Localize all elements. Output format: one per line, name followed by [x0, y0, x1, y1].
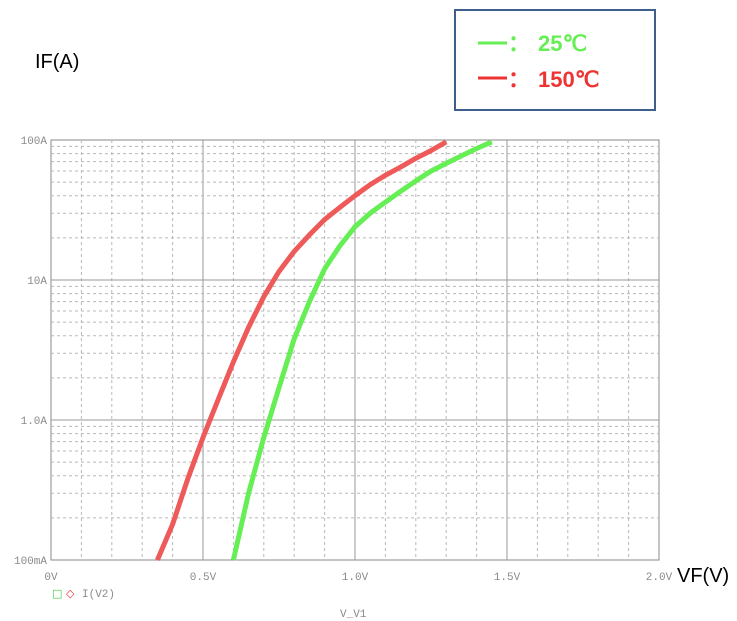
y-axis-label: IF(A) — [35, 51, 79, 73]
y-tick-label: 100A — [21, 136, 48, 148]
x-tick-label: 2.0V — [646, 572, 673, 584]
trace-marker-green: □ — [52, 587, 62, 600]
y-tick-label: 10A — [27, 276, 47, 288]
x-tick-label: 0V — [44, 572, 58, 584]
legend-colon-150c: ： — [508, 67, 530, 92]
y-tick-label: 1.0A — [21, 416, 48, 428]
legend-colon-25c: ： — [508, 31, 530, 56]
trace-label: I(V2) — [82, 589, 115, 601]
x-tick-label: 1.5V — [494, 572, 521, 584]
x-tick-label: 1.0V — [342, 572, 369, 584]
legend-label-25c: 25℃ — [538, 31, 587, 56]
grid — [51, 140, 659, 560]
x-axis-label: VF(V) — [677, 565, 729, 587]
y-tick-label: 100mA — [14, 556, 47, 568]
series-line-150c — [155, 139, 448, 561]
tick-labels: 0V 0.5V 1.0V 1.5V 2.0V 100mA 1.0A 10A 100A — [14, 136, 673, 584]
x-tick-label: 0.5V — [190, 572, 217, 584]
trace-legend: □ ◇ I(V2) — [52, 587, 115, 601]
trace-marker-red: ◇ — [66, 587, 75, 600]
series — [155, 139, 493, 561]
legend-label-150c: 150℃ — [538, 67, 599, 92]
legend: ： 25℃ ： 150℃ — [454, 9, 656, 111]
legend-box — [454, 9, 656, 111]
x-axis-variable-label: V_V1 — [340, 609, 367, 621]
series-line-25c — [230, 139, 493, 561]
